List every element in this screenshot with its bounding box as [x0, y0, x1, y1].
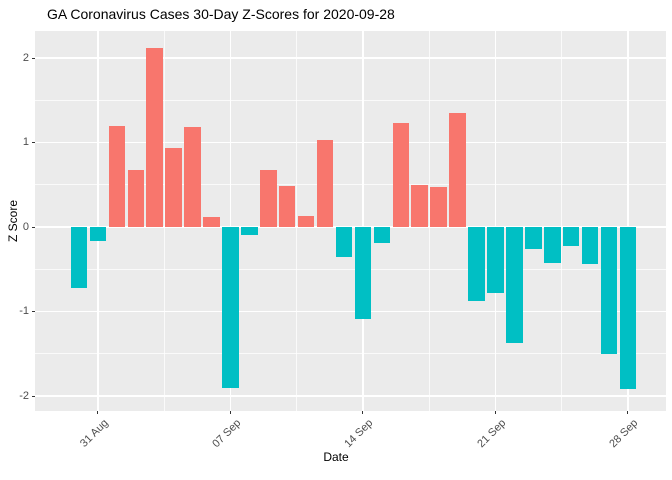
- bar-positive: [184, 127, 201, 227]
- gridline-x-major: [627, 31, 629, 411]
- bar-positive: [108, 125, 126, 227]
- bar-negative: [354, 227, 372, 320]
- gridline-y-minor: [35, 268, 666, 270]
- gridline-x-major: [494, 31, 497, 411]
- y-tick-label: -2: [19, 389, 29, 402]
- y-axis-title: Z Score: [6, 199, 20, 243]
- y-tick-label: 0: [22, 220, 29, 233]
- gridline-y-major: [35, 57, 666, 59]
- y-tick-label: 1: [22, 136, 29, 148]
- x-tick-label: 31 Aug: [77, 417, 111, 450]
- bar-negative: [600, 227, 618, 354]
- gridline-y-minor: [35, 353, 666, 355]
- gridline-y-major: [35, 141, 666, 144]
- y-axis-tick: [32, 311, 35, 312]
- bar-positive: [430, 187, 447, 227]
- gridline-y-minor: [35, 99, 666, 101]
- bar-positive: [449, 112, 466, 227]
- bar-positive: [411, 184, 428, 227]
- bar-negative: [468, 227, 485, 301]
- bar-negative: [335, 227, 353, 257]
- y-axis-tick: [32, 395, 35, 397]
- x-tick-label: 21 Sep: [474, 417, 508, 451]
- bar-positive: [278, 186, 296, 227]
- x-axis-tick: [97, 411, 99, 414]
- bar-negative: [70, 227, 88, 288]
- bar-positive: [316, 139, 334, 227]
- bar-positive: [146, 47, 163, 227]
- gridline-x-minor: [428, 31, 430, 411]
- gridline-x-minor: [561, 31, 563, 411]
- bar-negative: [562, 227, 580, 246]
- gridline-y-major: [35, 310, 666, 313]
- bar-positive: [203, 216, 220, 227]
- bar-positive: [127, 170, 145, 227]
- bar-positive: [392, 123, 410, 227]
- gridline-x-major: [97, 31, 99, 411]
- bar-negative: [544, 227, 561, 264]
- bar-positive: [165, 148, 182, 227]
- x-axis-tick: [494, 411, 496, 414]
- bar-negative: [89, 227, 107, 242]
- bar-negative: [506, 227, 523, 343]
- chart-title: GA Coronavirus Cases 30-Day Z-Scores for…: [47, 6, 395, 22]
- x-axis-tick: [229, 411, 231, 414]
- bar-negative: [525, 227, 542, 249]
- gridline-y-major: [35, 395, 666, 397]
- y-axis-tick: [32, 226, 35, 228]
- bar-negative: [581, 227, 599, 265]
- bar-negative: [241, 227, 258, 235]
- bar-negative: [222, 227, 239, 388]
- x-axis-title: Date: [323, 450, 349, 464]
- gridline-x-major: [229, 31, 232, 411]
- x-tick-label: 28 Sep: [607, 417, 641, 451]
- x-axis-tick: [362, 411, 364, 414]
- x-axis-tick: [627, 411, 629, 414]
- gridline-x-major: [362, 31, 364, 411]
- gridline-y-minor: [35, 184, 666, 186]
- gridline-y-major: [35, 226, 666, 228]
- gridline-x-minor: [296, 31, 298, 411]
- bar-negative: [487, 227, 504, 293]
- bar-positive: [260, 170, 277, 227]
- bar-negative: [619, 227, 637, 390]
- gridline-x-minor: [163, 31, 165, 411]
- y-axis-tick: [32, 57, 35, 59]
- y-tick-label: -1: [19, 305, 29, 317]
- x-tick-label: 07 Sep: [209, 417, 243, 451]
- x-tick-label: 14 Sep: [342, 417, 376, 451]
- y-axis-tick: [32, 142, 35, 143]
- bar-positive: [297, 216, 315, 227]
- y-tick-label: 2: [22, 51, 29, 64]
- plot-panel: [35, 31, 666, 411]
- bar-negative: [373, 227, 391, 244]
